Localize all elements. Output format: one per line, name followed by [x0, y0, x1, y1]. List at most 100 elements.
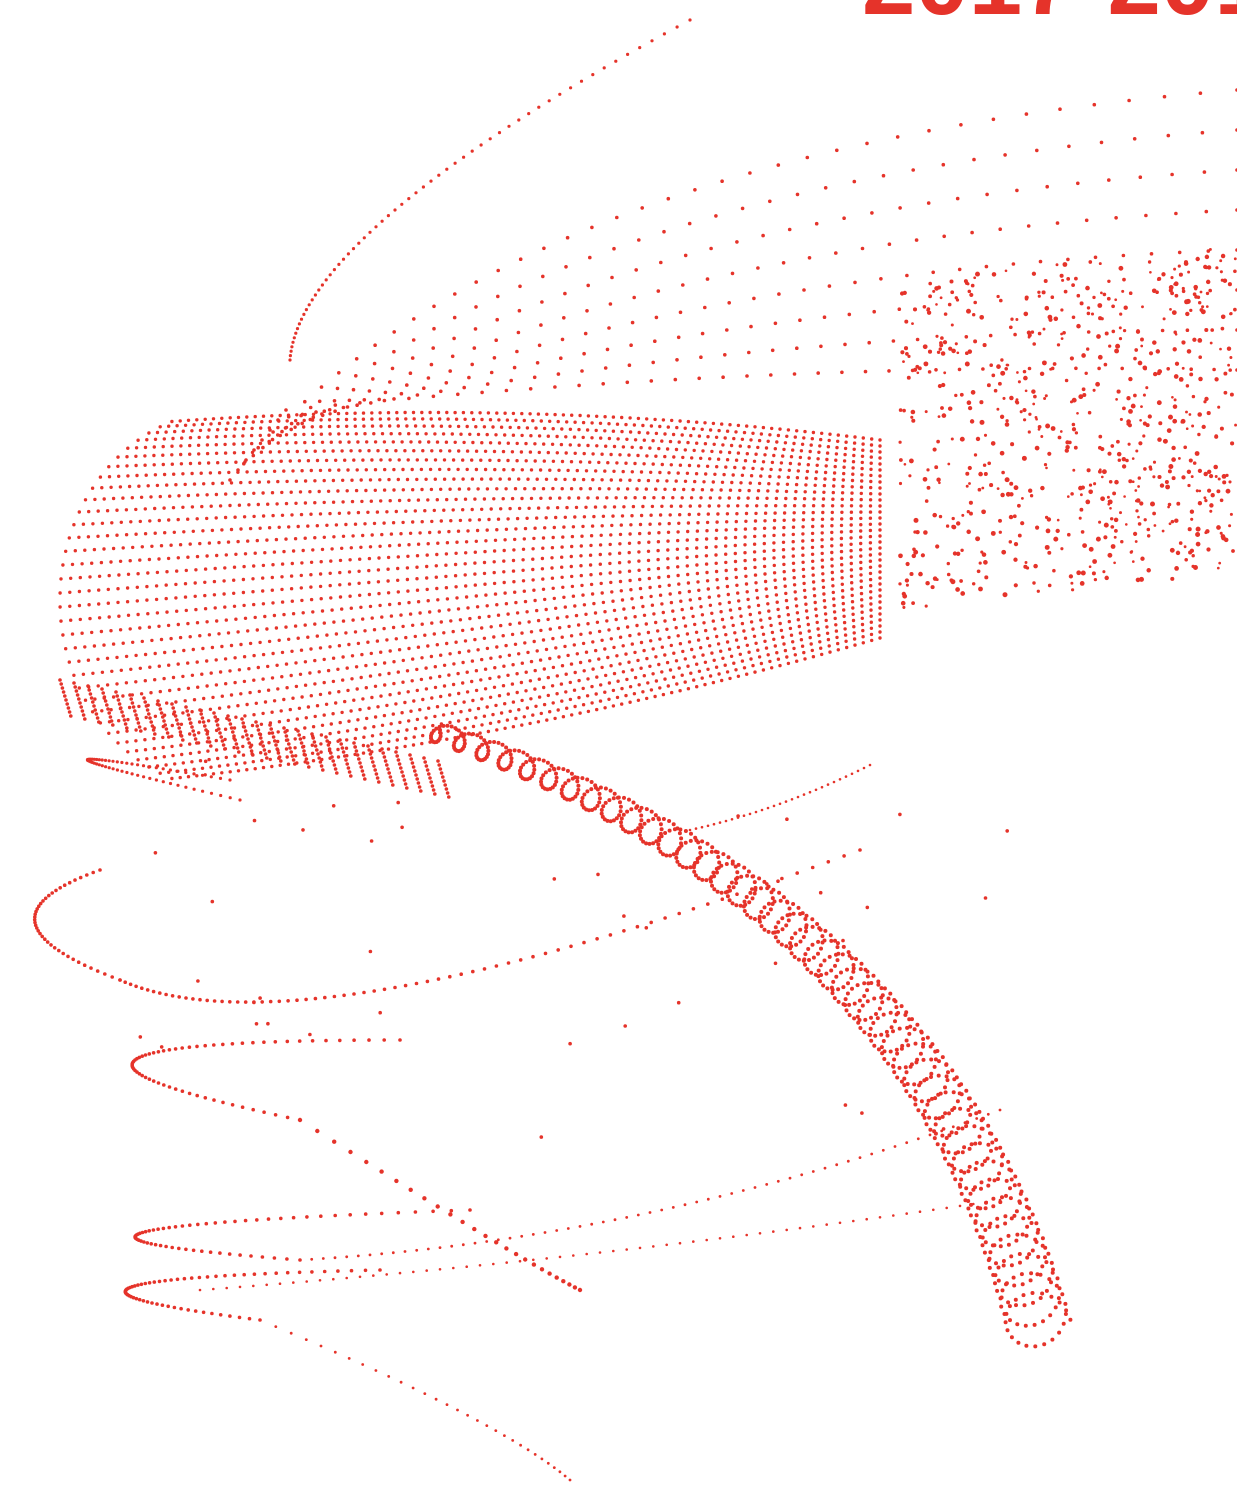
- dot: [388, 731, 392, 735]
- dot: [1121, 253, 1126, 258]
- dot: [365, 440, 369, 444]
- dot: [843, 1003, 848, 1007]
- dot: [279, 709, 283, 713]
- dot: [155, 570, 160, 575]
- dot: [1087, 410, 1092, 415]
- dot: [687, 589, 691, 594]
- dot: [979, 400, 984, 405]
- dot: [226, 540, 231, 544]
- dot: [370, 417, 374, 421]
- dot: [953, 1177, 958, 1182]
- dot: [603, 610, 607, 614]
- dot: [710, 845, 715, 850]
- dot: [622, 607, 626, 611]
- dot: [1195, 256, 1200, 262]
- dot: [936, 1092, 941, 1097]
- dot: [698, 845, 702, 850]
- dot: [1234, 423, 1237, 427]
- dot: [1014, 400, 1018, 404]
- dot: [787, 906, 792, 911]
- dot: [653, 813, 658, 818]
- dot: [242, 725, 247, 729]
- dot: [881, 173, 886, 178]
- dot: [503, 411, 507, 415]
- dot: [313, 536, 317, 540]
- dot: [511, 411, 516, 416]
- dot: [800, 644, 805, 648]
- dot: [536, 720, 541, 724]
- dot: [454, 551, 458, 555]
- dot: [181, 505, 185, 509]
- dot: [501, 497, 505, 501]
- dot: [898, 553, 903, 559]
- dot: [115, 508, 119, 512]
- dot: [736, 645, 741, 649]
- dot: [445, 723, 450, 728]
- dot: [723, 353, 727, 357]
- dot: [413, 634, 417, 639]
- dot: [294, 661, 298, 665]
- dot: [186, 661, 190, 665]
- dot: [400, 202, 404, 206]
- dot: [803, 657, 807, 661]
- dot: [434, 726, 439, 731]
- dot: [830, 544, 834, 548]
- dot: [870, 437, 874, 441]
- dot: [630, 668, 634, 672]
- dot: [277, 720, 282, 724]
- dot: [330, 608, 334, 612]
- dot: [136, 572, 140, 576]
- dot: [126, 572, 131, 576]
- dot: [415, 777, 420, 781]
- dot: [392, 349, 396, 354]
- dot: [752, 459, 757, 463]
- dot: [437, 530, 441, 534]
- dot: [807, 456, 811, 460]
- dot: [175, 569, 179, 573]
- dot: [869, 584, 873, 588]
- dot: [1223, 390, 1228, 395]
- dot: [128, 559, 132, 563]
- dot: [851, 969, 856, 974]
- dot: [449, 724, 454, 729]
- dot: [589, 534, 594, 538]
- dot: [234, 617, 238, 621]
- dot: [348, 558, 352, 562]
- dot: [637, 478, 641, 483]
- dot: [517, 748, 522, 753]
- dot: [233, 754, 237, 758]
- dot: [686, 529, 690, 534]
- dot: [822, 483, 827, 488]
- dot: [345, 432, 350, 436]
- dot: [878, 558, 882, 562]
- dot: [711, 680, 716, 685]
- dot: [566, 468, 570, 473]
- dot: [862, 994, 867, 998]
- dot: [860, 616, 864, 620]
- dot: [541, 773, 546, 778]
- dot: [960, 591, 966, 596]
- dot: [173, 762, 177, 766]
- dot: [430, 784, 435, 788]
- dot: [811, 430, 816, 435]
- dot: [810, 942, 815, 947]
- dot: [513, 590, 517, 594]
- dot: [154, 584, 159, 588]
- dot: [355, 753, 360, 757]
- dot: [1037, 290, 1041, 294]
- dot: [1030, 330, 1035, 334]
- dot: [267, 741, 271, 745]
- dot: [334, 458, 338, 462]
- dot: [1021, 1293, 1026, 1298]
- dot: [832, 484, 836, 488]
- dot: [70, 632, 75, 636]
- dot: [176, 662, 180, 666]
- dot: [773, 925, 778, 930]
- dot: [1035, 148, 1039, 153]
- dot: [1233, 307, 1237, 312]
- dot: [919, 1099, 924, 1104]
- dot: [588, 553, 593, 557]
- dot: [664, 853, 669, 858]
- dot: [683, 253, 688, 258]
- dot: [669, 600, 674, 605]
